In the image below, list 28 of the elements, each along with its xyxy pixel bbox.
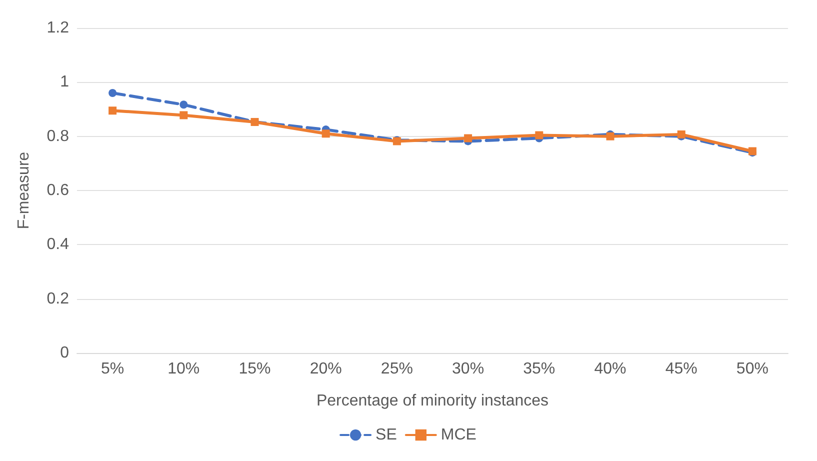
- point: [180, 100, 188, 109]
- point: [108, 106, 117, 115]
- x-tick-label: 40%: [594, 360, 626, 378]
- point: [180, 111, 188, 120]
- x-tick-label: 10%: [168, 360, 200, 378]
- y-tick-label: 0.4: [46, 236, 70, 254]
- point: [322, 130, 330, 138]
- point: [464, 134, 472, 142]
- x-tick-label: 30%: [452, 360, 484, 378]
- x-tick-label: 35%: [523, 360, 556, 378]
- y-tick-label: 1.2: [46, 20, 70, 36]
- point: [535, 131, 544, 140]
- y-axis-title: F-measure: [16, 152, 32, 230]
- y-tick-label: 0: [60, 344, 70, 362]
- x-tick-label: 5%: [100, 360, 124, 378]
- y-tick-label: 0.2: [46, 290, 70, 308]
- y-tick-label: 0.6: [46, 182, 70, 199]
- y-tick-label: 0.8: [46, 128, 70, 145]
- legend-label: SE: [376, 426, 397, 444]
- x-axis-title: Percentage of minority instances: [316, 392, 549, 410]
- x-tick-label: 50%: [736, 360, 768, 378]
- x-tick-label: 45%: [665, 360, 698, 378]
- x-tick-label: 20%: [310, 360, 342, 378]
- point: [108, 89, 117, 97]
- x-tick-label: 25%: [380, 360, 413, 378]
- legend-label: MCE: [440, 426, 476, 444]
- x-tick-label: 15%: [238, 360, 271, 378]
- y-tick-label: 1: [60, 74, 70, 91]
